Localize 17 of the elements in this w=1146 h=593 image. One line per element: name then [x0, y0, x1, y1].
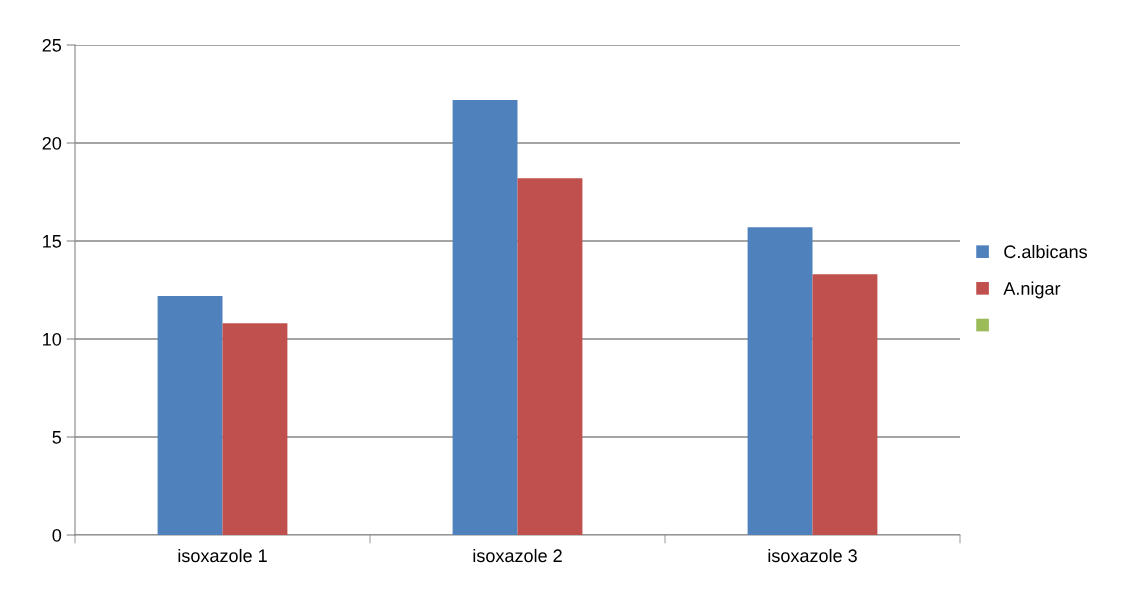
bar [157, 295, 223, 535]
bar [747, 227, 813, 535]
y-tick-label: 0 [52, 528, 62, 542]
x-tick-label: isoxazole 2 [473, 548, 562, 563]
bar [812, 274, 878, 535]
y-tick-label: 5 [52, 431, 62, 444]
x-tick-label: isoxazole 3 [768, 548, 857, 563]
y-tick-label: 10 [43, 332, 62, 346]
x-tick-label: isoxazole 1 [178, 548, 267, 563]
y-tick-label: 25 [42, 38, 62, 52]
y-tick-label: 15 [43, 235, 62, 248]
legend-label: A.nigar [1003, 281, 1061, 299]
bar [222, 323, 288, 535]
y-tick-label: 20 [42, 136, 62, 150]
bar [517, 178, 583, 535]
legend-label: C.albicans [1004, 244, 1087, 259]
bar [452, 99, 518, 535]
